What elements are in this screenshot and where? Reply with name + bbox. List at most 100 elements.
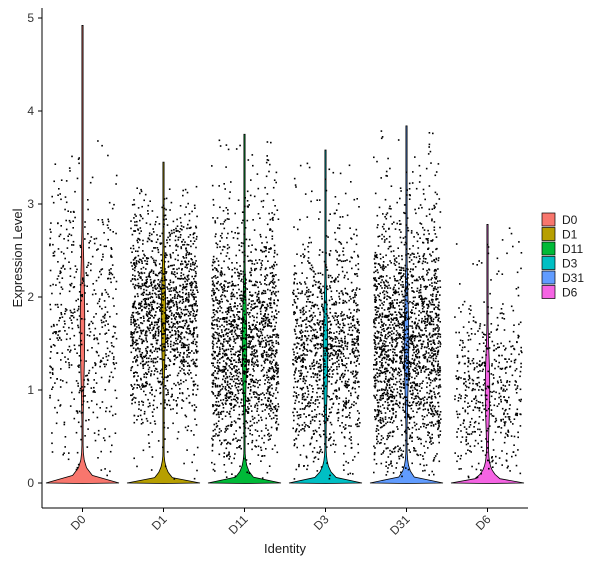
point [97, 457, 99, 459]
point [255, 378, 257, 381]
point [321, 339, 324, 342]
point [249, 399, 251, 402]
point [356, 273, 358, 275]
point [217, 370, 220, 373]
point [170, 300, 173, 303]
point [331, 353, 334, 356]
point [140, 285, 142, 288]
point [267, 433, 269, 436]
point [143, 306, 146, 309]
point [146, 352, 148, 355]
point [150, 281, 152, 283]
point [181, 269, 183, 271]
point [293, 377, 296, 380]
point [163, 343, 165, 345]
point [61, 316, 64, 318]
point [222, 365, 225, 368]
point [57, 248, 60, 250]
point [114, 432, 117, 434]
point [242, 363, 244, 365]
point [226, 340, 229, 343]
point [259, 322, 261, 324]
point [78, 410, 81, 413]
point [320, 295, 323, 298]
point [192, 336, 195, 338]
point [69, 349, 72, 352]
point [318, 402, 321, 404]
point [75, 468, 78, 471]
point [335, 249, 337, 252]
point [110, 248, 113, 250]
point [239, 427, 241, 429]
point [223, 349, 225, 352]
point [64, 257, 66, 260]
point [242, 275, 245, 278]
point [49, 303, 51, 306]
point [227, 348, 230, 351]
point [232, 319, 235, 321]
point [63, 421, 66, 424]
point [174, 326, 176, 328]
point [223, 325, 225, 328]
point [224, 329, 226, 332]
point [213, 285, 216, 287]
point [326, 357, 329, 360]
point [146, 311, 148, 313]
point [313, 447, 316, 449]
point [250, 251, 252, 253]
point [276, 429, 278, 431]
point [100, 268, 102, 271]
point [356, 198, 358, 200]
point [314, 347, 317, 350]
point [353, 300, 356, 302]
point [226, 376, 229, 379]
point [251, 260, 253, 262]
point [346, 386, 348, 389]
point [216, 384, 219, 387]
point [81, 390, 83, 393]
point [173, 268, 175, 270]
point [268, 170, 270, 173]
point [152, 301, 155, 303]
point [166, 302, 169, 305]
point [260, 449, 263, 451]
point [229, 415, 232, 418]
point [345, 292, 347, 294]
point [263, 301, 266, 303]
point [329, 307, 331, 310]
point [276, 253, 279, 256]
point [241, 222, 243, 224]
point [146, 350, 148, 353]
point [325, 313, 328, 315]
point [218, 303, 220, 305]
point [266, 471, 269, 474]
point [221, 232, 223, 235]
point [62, 326, 65, 328]
point [176, 272, 178, 275]
point [180, 333, 182, 335]
point [188, 227, 191, 229]
point [306, 343, 309, 346]
point [225, 373, 227, 376]
point [312, 402, 314, 404]
point [104, 313, 106, 316]
point [188, 394, 190, 397]
point [293, 414, 295, 417]
point [111, 207, 114, 210]
point [351, 316, 354, 319]
point [333, 281, 336, 283]
point [325, 338, 327, 341]
point [164, 366, 167, 368]
violins [45, 25, 525, 484]
point [272, 186, 275, 189]
point [313, 365, 315, 367]
point [148, 366, 151, 369]
point [146, 340, 148, 343]
point [333, 354, 335, 357]
point [293, 353, 295, 356]
point [229, 325, 232, 328]
point [301, 402, 303, 405]
point [302, 306, 305, 309]
point [157, 347, 159, 350]
point [60, 303, 63, 306]
